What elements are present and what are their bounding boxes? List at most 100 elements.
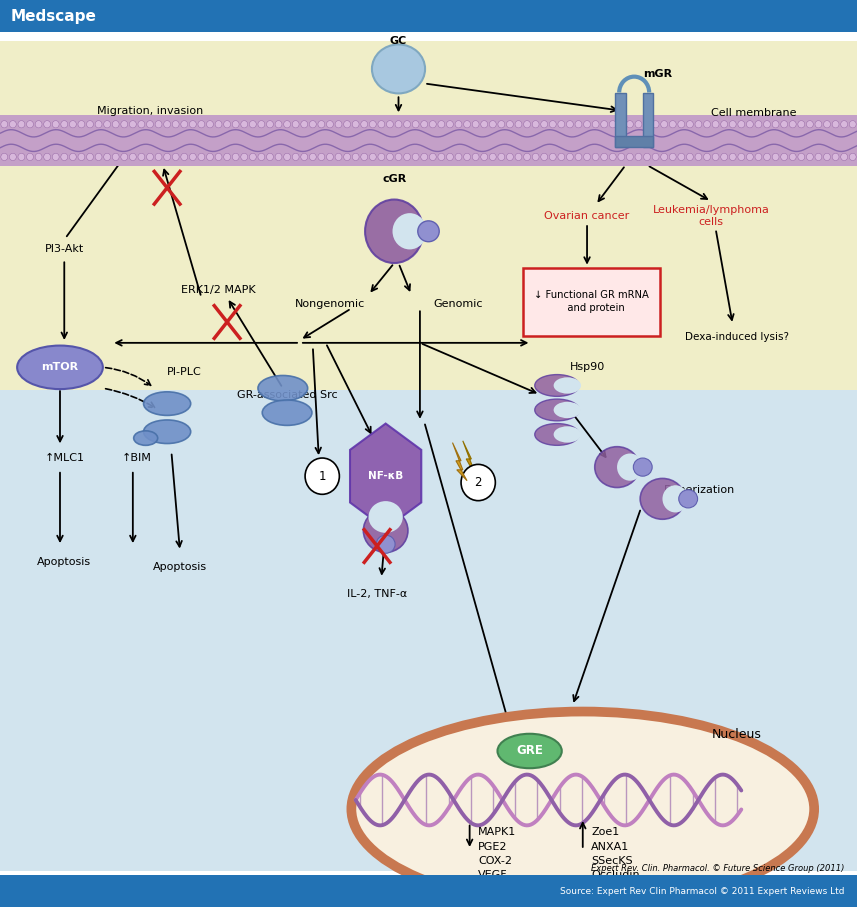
Circle shape bbox=[95, 153, 102, 161]
Bar bbox=[0, 875, 857, 907]
Circle shape bbox=[438, 153, 445, 161]
Polygon shape bbox=[452, 443, 467, 481]
Circle shape bbox=[52, 121, 59, 128]
Text: GR-associated Src: GR-associated Src bbox=[237, 389, 338, 400]
Circle shape bbox=[661, 121, 668, 128]
Circle shape bbox=[498, 153, 505, 161]
Circle shape bbox=[455, 121, 462, 128]
Circle shape bbox=[721, 121, 728, 128]
Circle shape bbox=[652, 121, 659, 128]
Circle shape bbox=[541, 121, 548, 128]
Circle shape bbox=[181, 153, 188, 161]
Circle shape bbox=[558, 153, 565, 161]
Circle shape bbox=[644, 153, 650, 161]
Circle shape bbox=[318, 153, 325, 161]
Circle shape bbox=[361, 121, 368, 128]
Ellipse shape bbox=[679, 490, 698, 508]
Circle shape bbox=[27, 153, 33, 161]
Circle shape bbox=[472, 153, 479, 161]
Circle shape bbox=[104, 153, 111, 161]
Bar bbox=[0, 0, 857, 32]
Circle shape bbox=[121, 121, 128, 128]
Circle shape bbox=[412, 153, 419, 161]
Circle shape bbox=[44, 121, 51, 128]
Circle shape bbox=[258, 121, 265, 128]
Circle shape bbox=[292, 153, 299, 161]
Circle shape bbox=[284, 121, 291, 128]
Text: 2: 2 bbox=[475, 476, 482, 489]
Circle shape bbox=[138, 121, 145, 128]
Circle shape bbox=[78, 121, 85, 128]
Circle shape bbox=[335, 153, 342, 161]
Text: ERK1/2 MAPK: ERK1/2 MAPK bbox=[181, 285, 256, 296]
Circle shape bbox=[1, 121, 8, 128]
Circle shape bbox=[429, 121, 436, 128]
Ellipse shape bbox=[617, 454, 643, 481]
Ellipse shape bbox=[535, 399, 579, 421]
Circle shape bbox=[729, 121, 736, 128]
Circle shape bbox=[164, 153, 171, 161]
Circle shape bbox=[515, 121, 522, 128]
Circle shape bbox=[318, 121, 325, 128]
Circle shape bbox=[361, 153, 368, 161]
Circle shape bbox=[789, 121, 796, 128]
Text: Zoe1
ANXA1
SSecKS
Occludin
IκBα: Zoe1 ANXA1 SSecKS Occludin IκBα bbox=[591, 827, 640, 895]
Circle shape bbox=[104, 121, 111, 128]
Circle shape bbox=[232, 153, 239, 161]
Circle shape bbox=[258, 153, 265, 161]
Circle shape bbox=[61, 153, 68, 161]
Circle shape bbox=[198, 121, 205, 128]
Circle shape bbox=[1, 153, 8, 161]
Circle shape bbox=[524, 153, 530, 161]
Circle shape bbox=[584, 153, 590, 161]
Circle shape bbox=[284, 153, 291, 161]
Circle shape bbox=[9, 153, 16, 161]
Circle shape bbox=[746, 153, 753, 161]
Circle shape bbox=[309, 121, 316, 128]
Circle shape bbox=[489, 153, 496, 161]
Circle shape bbox=[669, 121, 676, 128]
Circle shape bbox=[506, 121, 513, 128]
Circle shape bbox=[489, 121, 496, 128]
Circle shape bbox=[378, 153, 385, 161]
Circle shape bbox=[404, 121, 411, 128]
Text: PI3-Akt: PI3-Akt bbox=[45, 244, 84, 255]
Circle shape bbox=[644, 121, 650, 128]
Circle shape bbox=[172, 153, 179, 161]
Circle shape bbox=[121, 153, 128, 161]
Ellipse shape bbox=[134, 431, 158, 445]
Circle shape bbox=[44, 153, 51, 161]
Circle shape bbox=[824, 153, 830, 161]
Polygon shape bbox=[463, 441, 477, 479]
Circle shape bbox=[764, 121, 770, 128]
Text: ↑BIM: ↑BIM bbox=[123, 453, 152, 463]
Circle shape bbox=[112, 153, 119, 161]
Circle shape bbox=[849, 121, 856, 128]
Circle shape bbox=[686, 153, 693, 161]
Circle shape bbox=[378, 121, 385, 128]
Circle shape bbox=[309, 153, 316, 161]
Circle shape bbox=[798, 121, 805, 128]
Circle shape bbox=[695, 153, 702, 161]
Circle shape bbox=[635, 121, 642, 128]
Circle shape bbox=[241, 121, 248, 128]
Circle shape bbox=[506, 153, 513, 161]
Circle shape bbox=[249, 121, 256, 128]
Circle shape bbox=[241, 153, 248, 161]
Ellipse shape bbox=[144, 420, 190, 444]
Circle shape bbox=[524, 121, 530, 128]
Circle shape bbox=[481, 153, 488, 161]
Circle shape bbox=[669, 153, 676, 161]
Ellipse shape bbox=[633, 458, 652, 476]
Circle shape bbox=[27, 121, 33, 128]
Circle shape bbox=[249, 153, 256, 161]
Ellipse shape bbox=[554, 377, 581, 394]
Circle shape bbox=[129, 153, 136, 161]
Ellipse shape bbox=[351, 711, 814, 907]
Circle shape bbox=[327, 153, 333, 161]
Text: mGR: mGR bbox=[643, 69, 672, 80]
Circle shape bbox=[772, 121, 779, 128]
Circle shape bbox=[609, 153, 616, 161]
Circle shape bbox=[695, 121, 702, 128]
Circle shape bbox=[352, 121, 359, 128]
